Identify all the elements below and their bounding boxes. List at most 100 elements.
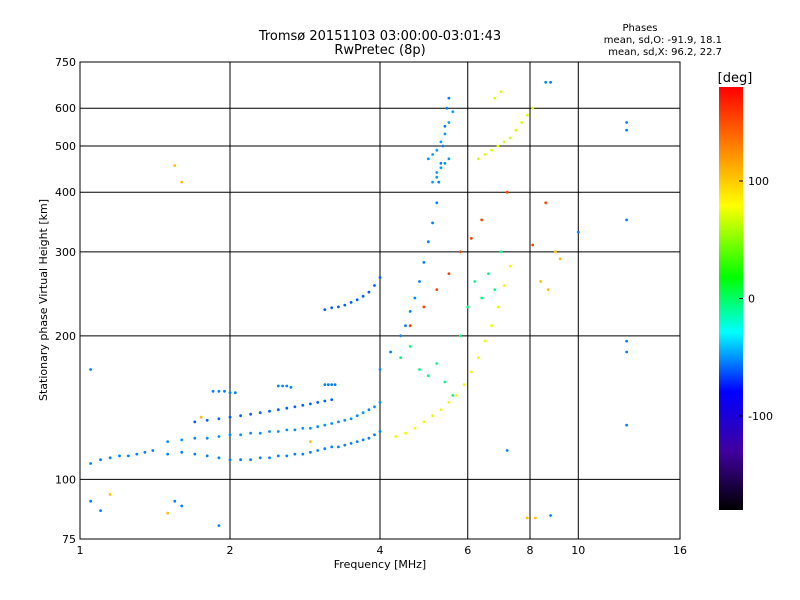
data-point bbox=[330, 422, 334, 425]
x-tick-label: 10 bbox=[571, 544, 585, 557]
data-point bbox=[285, 384, 289, 388]
data-point bbox=[173, 164, 177, 167]
data-point bbox=[355, 298, 359, 302]
data-point bbox=[544, 80, 548, 84]
data-point bbox=[378, 276, 382, 279]
data-point bbox=[554, 250, 557, 254]
data-point bbox=[89, 368, 92, 371]
x-tick-label: 1 bbox=[77, 544, 84, 557]
x-tick-label: 16 bbox=[673, 544, 687, 557]
y-tick-label: 300 bbox=[55, 246, 76, 259]
data-point bbox=[205, 454, 209, 458]
data-point bbox=[323, 308, 327, 311]
data-point bbox=[505, 449, 509, 452]
data-point bbox=[166, 440, 170, 443]
data-point bbox=[99, 509, 102, 512]
data-point bbox=[378, 430, 382, 433]
data-point bbox=[330, 383, 334, 386]
data-point bbox=[476, 157, 480, 161]
data-point bbox=[373, 433, 376, 437]
colorbar-tick-label: 100 bbox=[748, 175, 769, 188]
data-point bbox=[435, 171, 439, 174]
data-point bbox=[316, 401, 320, 404]
data-point bbox=[439, 408, 443, 412]
data-point bbox=[166, 511, 170, 515]
data-point bbox=[408, 310, 412, 313]
stats-o-mode: mean, sd,O: -91.9, 18.1 bbox=[604, 35, 722, 46]
x-tick-label: 2 bbox=[227, 544, 234, 557]
data-point bbox=[483, 153, 487, 156]
data-point bbox=[217, 389, 221, 393]
data-point bbox=[394, 435, 398, 438]
data-point bbox=[205, 436, 209, 440]
data-point bbox=[493, 96, 497, 100]
data-point bbox=[525, 113, 529, 117]
data-point bbox=[487, 272, 490, 275]
data-point bbox=[435, 201, 439, 205]
data-point bbox=[502, 140, 506, 144]
data-point bbox=[343, 443, 347, 447]
data-point bbox=[309, 402, 312, 406]
data-point bbox=[323, 383, 327, 386]
data-point bbox=[408, 324, 412, 328]
data-point bbox=[309, 440, 312, 443]
y-tick-label: 200 bbox=[55, 330, 76, 343]
data-point bbox=[549, 514, 552, 517]
data-point bbox=[531, 243, 535, 247]
data-point bbox=[301, 452, 305, 456]
data-point bbox=[89, 499, 92, 503]
data-point bbox=[422, 261, 426, 264]
y-axis-ticks: 75 100 200 300 400 500 600 750 bbox=[55, 56, 76, 546]
data-point bbox=[228, 433, 232, 437]
data-point bbox=[625, 350, 628, 354]
data-point bbox=[217, 417, 221, 421]
data-point bbox=[431, 221, 434, 225]
data-point bbox=[469, 237, 473, 240]
data-point bbox=[118, 454, 121, 458]
data-point bbox=[180, 438, 184, 442]
data-point bbox=[469, 370, 473, 374]
data-point bbox=[349, 417, 353, 421]
data-point bbox=[514, 128, 518, 132]
data-point bbox=[508, 136, 512, 140]
data-point bbox=[309, 426, 312, 430]
y-tick-label: 400 bbox=[55, 186, 76, 199]
data-point bbox=[289, 385, 293, 389]
y-tick-label: 750 bbox=[55, 56, 76, 69]
data-point bbox=[455, 394, 458, 397]
data-points bbox=[89, 80, 628, 527]
x-tick-label: 4 bbox=[377, 544, 384, 557]
data-point bbox=[301, 426, 305, 430]
data-point bbox=[422, 305, 426, 309]
data-point bbox=[285, 406, 289, 410]
data-point bbox=[408, 345, 412, 348]
colorbar-tick-label: 0 bbox=[748, 293, 755, 306]
data-point bbox=[404, 431, 407, 435]
data-point bbox=[367, 436, 371, 440]
data-point bbox=[533, 516, 537, 520]
y-tick-label: 600 bbox=[55, 102, 76, 115]
data-point bbox=[443, 161, 447, 165]
data-point bbox=[285, 428, 289, 432]
data-point bbox=[451, 394, 455, 397]
data-point bbox=[108, 456, 112, 460]
y-tick-label: 100 bbox=[55, 473, 76, 486]
data-point bbox=[301, 403, 305, 407]
data-point bbox=[223, 389, 226, 393]
data-point bbox=[193, 452, 197, 456]
data-point bbox=[367, 408, 371, 412]
data-point bbox=[399, 334, 402, 338]
data-point bbox=[496, 305, 500, 309]
data-point bbox=[276, 408, 280, 412]
data-point bbox=[349, 442, 353, 445]
data-point bbox=[330, 398, 334, 401]
data-point bbox=[199, 415, 203, 419]
data-point bbox=[268, 409, 271, 413]
data-point bbox=[193, 420, 197, 424]
data-point bbox=[435, 288, 439, 291]
data-point bbox=[378, 401, 382, 404]
x-axis-label: Frequency [MHz] bbox=[334, 558, 426, 571]
data-point bbox=[276, 430, 280, 433]
